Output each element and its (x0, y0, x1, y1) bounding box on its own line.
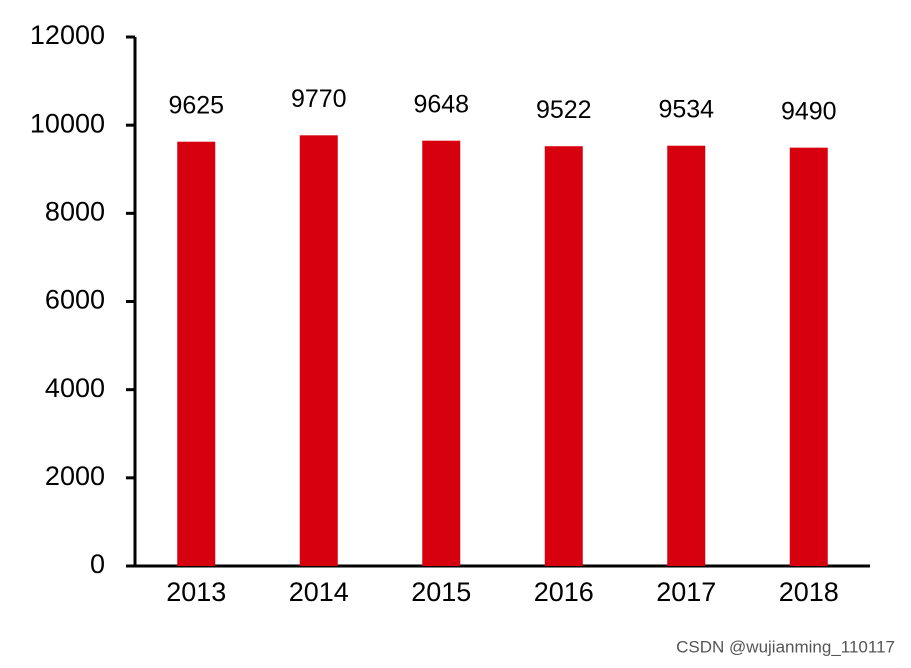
value-label: 9522 (536, 96, 592, 124)
x-tick-label: 2017 (656, 577, 716, 607)
value-label: 9534 (658, 95, 714, 123)
x-tick-label: 2015 (411, 577, 471, 607)
y-tick-label: 10000 (30, 108, 105, 138)
bar (177, 141, 216, 566)
bar (544, 146, 583, 566)
y-tick-label: 8000 (45, 196, 105, 226)
value-label: 9490 (781, 97, 837, 125)
y-tick-label: 6000 (45, 285, 105, 315)
watermark: CSDN @wujianming_110117 (676, 637, 895, 656)
value-label: 9770 (291, 85, 347, 113)
bar (667, 145, 706, 566)
bar (789, 147, 828, 566)
y-tick-label: 4000 (45, 373, 105, 403)
bar (422, 140, 461, 566)
value-label: 9625 (168, 91, 224, 119)
y-tick-label: 2000 (45, 461, 105, 491)
x-tick-label: 2016 (534, 577, 594, 607)
bar (299, 135, 338, 566)
x-tick-label: 2014 (289, 577, 349, 607)
x-tick-label: 2013 (166, 577, 226, 607)
y-tick-label: 0 (90, 549, 105, 579)
value-label: 9648 (413, 90, 469, 118)
y-tick-label: 12000 (30, 20, 105, 50)
x-tick-label: 2018 (779, 577, 839, 607)
